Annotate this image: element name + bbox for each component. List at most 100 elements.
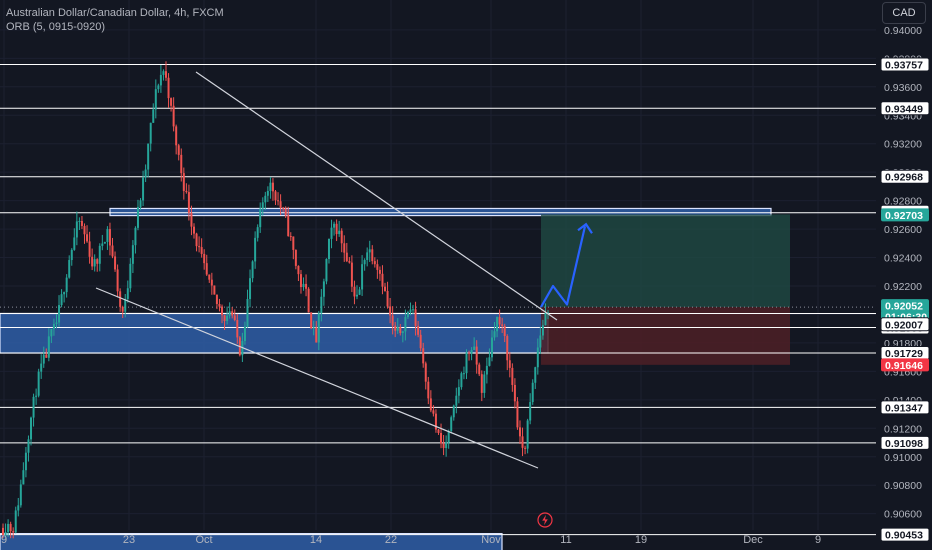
candle-body — [363, 259, 366, 265]
candle-body — [496, 316, 499, 332]
candle-body — [14, 510, 17, 533]
candle-body — [455, 395, 458, 406]
candle-body — [401, 331, 404, 333]
level-price-label: 0.92968 — [885, 172, 923, 184]
indicator-label[interactable]: ORB (5, 0915-0920) — [6, 21, 106, 33]
candle-body — [414, 309, 417, 326]
candle-body — [231, 311, 234, 316]
candle-body — [91, 256, 94, 267]
candle-body — [547, 312, 549, 314]
candle-body — [68, 260, 71, 278]
candle-body — [355, 294, 358, 297]
candle-body — [460, 373, 463, 388]
candle-body — [228, 311, 231, 316]
candle-body — [424, 363, 427, 382]
candle-body — [116, 269, 119, 292]
candle-body — [368, 249, 371, 253]
candle-body — [485, 365, 488, 375]
level-price-label: 0.90453 — [885, 530, 923, 542]
candle-body — [503, 325, 506, 337]
candle-body — [440, 432, 443, 444]
price-tick-label: 0.93600 — [884, 82, 922, 94]
trendline-layer — [95, 71, 558, 469]
candle-body — [422, 348, 425, 364]
candle-body — [65, 277, 68, 293]
candle-body — [177, 145, 180, 155]
candle-body — [259, 208, 262, 228]
price-tick-label: 0.91000 — [884, 452, 922, 464]
candle-body — [417, 325, 420, 335]
position-layer — [541, 214, 790, 365]
price-tick-label: 0.90600 — [884, 509, 922, 521]
candle-body — [432, 410, 435, 414]
candle-body — [175, 126, 178, 146]
candle-body — [157, 85, 160, 90]
candle-body — [40, 363, 43, 372]
candle-body — [539, 335, 542, 348]
candle-body — [159, 74, 162, 86]
candle-body — [200, 247, 203, 254]
stop-price-label: 0.91646 — [885, 360, 923, 372]
candle-body — [437, 429, 440, 433]
candle-body — [187, 192, 190, 213]
candle-body — [274, 191, 277, 201]
candle-body — [254, 237, 257, 262]
price-axis[interactable]: 0.940000.938000.936000.934000.932000.930… — [880, 25, 930, 542]
time-axis[interactable]: 9 23 Oct 14 22 Nov 11 19 Dec 9 — [1, 534, 821, 546]
time-tick-label: Dec — [743, 534, 763, 546]
level-price-label: 0.91347 — [885, 402, 923, 414]
candle-body — [9, 523, 12, 532]
level-price-label-bg — [880, 435, 930, 450]
candle-body — [139, 200, 142, 208]
upper-trendline — [195, 71, 558, 321]
candle-body — [343, 243, 346, 253]
candle-body — [376, 264, 379, 270]
candle-body — [193, 226, 196, 234]
candle-body — [518, 427, 521, 437]
candle-body — [243, 326, 246, 341]
candle-body — [42, 354, 45, 364]
candle-body — [144, 169, 147, 178]
candle-body — [536, 347, 539, 368]
time-tick-label: 14 — [310, 534, 322, 546]
currency-button[interactable]: CAD — [882, 2, 926, 24]
candle-body — [266, 190, 269, 196]
candle-body — [299, 274, 302, 288]
candle-body — [35, 395, 38, 397]
candle-body — [73, 237, 76, 250]
stop-price-label-bg — [881, 358, 929, 372]
candle-body — [203, 253, 206, 264]
candle-body — [136, 207, 139, 228]
price-tick-label: 0.92400 — [884, 253, 922, 265]
candle-body — [124, 298, 127, 312]
level-price-label: 0.91098 — [885, 438, 923, 450]
time-tick-label: 9 — [815, 534, 821, 546]
lightning-icon[interactable] — [537, 512, 553, 528]
candle-body — [58, 305, 61, 323]
candle-body — [335, 223, 338, 235]
candle-body — [506, 336, 509, 361]
price-tick-label: 0.94000 — [884, 25, 922, 37]
candle-body — [233, 315, 236, 321]
candle-body — [322, 281, 325, 297]
symbol-title: Australian Dollar/Canadian Dollar, 4h, F… — [6, 7, 224, 19]
stop-zone — [541, 307, 790, 365]
candle-body — [154, 89, 157, 110]
candle-body — [521, 436, 524, 448]
candle-body — [93, 259, 96, 267]
candle-body — [399, 327, 402, 333]
candle-body — [142, 177, 145, 201]
candle-body — [305, 283, 308, 289]
last-price-label: 0.92052 — [885, 301, 923, 313]
candle-body — [412, 309, 415, 311]
time-tick-label: 22 — [385, 534, 397, 546]
candle-body — [302, 283, 305, 288]
projection-layer — [540, 222, 593, 308]
candle-body — [327, 238, 330, 260]
candle-body — [350, 262, 353, 287]
lower-trendline — [95, 287, 539, 469]
candle-body — [501, 324, 504, 326]
candle-body — [226, 315, 229, 322]
candle-body — [404, 317, 407, 332]
